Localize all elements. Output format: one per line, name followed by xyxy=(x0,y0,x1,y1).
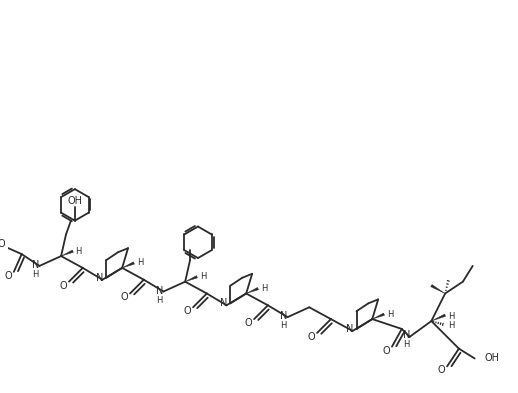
Text: H: H xyxy=(200,272,206,281)
Text: H: H xyxy=(32,270,39,279)
Text: N: N xyxy=(280,311,287,321)
Text: OH: OH xyxy=(484,353,499,364)
Polygon shape xyxy=(431,285,445,294)
Polygon shape xyxy=(372,313,384,319)
Text: H: H xyxy=(156,296,163,305)
Text: O: O xyxy=(244,318,252,328)
Text: H: H xyxy=(137,259,143,268)
Text: H: H xyxy=(448,321,454,331)
Text: N: N xyxy=(403,330,410,340)
Polygon shape xyxy=(431,314,445,321)
Text: H: H xyxy=(261,284,267,293)
Text: H: H xyxy=(387,310,393,319)
Polygon shape xyxy=(246,287,258,294)
Text: H: H xyxy=(404,340,410,349)
Text: N: N xyxy=(346,324,353,334)
Text: N: N xyxy=(32,260,39,270)
Text: O: O xyxy=(183,306,191,316)
Text: O: O xyxy=(4,271,12,281)
Text: N: N xyxy=(96,273,103,283)
Polygon shape xyxy=(122,262,135,268)
Text: OH: OH xyxy=(67,196,82,206)
Polygon shape xyxy=(185,275,197,282)
Polygon shape xyxy=(61,250,74,256)
Text: O: O xyxy=(0,239,5,249)
Text: O: O xyxy=(437,365,445,375)
Text: O: O xyxy=(307,332,315,342)
Text: H: H xyxy=(448,312,454,321)
Text: O: O xyxy=(382,345,390,356)
Text: N: N xyxy=(156,286,163,296)
Text: H: H xyxy=(280,321,287,331)
Text: N: N xyxy=(220,298,227,309)
Text: O: O xyxy=(59,281,67,290)
Text: O: O xyxy=(120,292,128,303)
Text: H: H xyxy=(76,247,82,256)
